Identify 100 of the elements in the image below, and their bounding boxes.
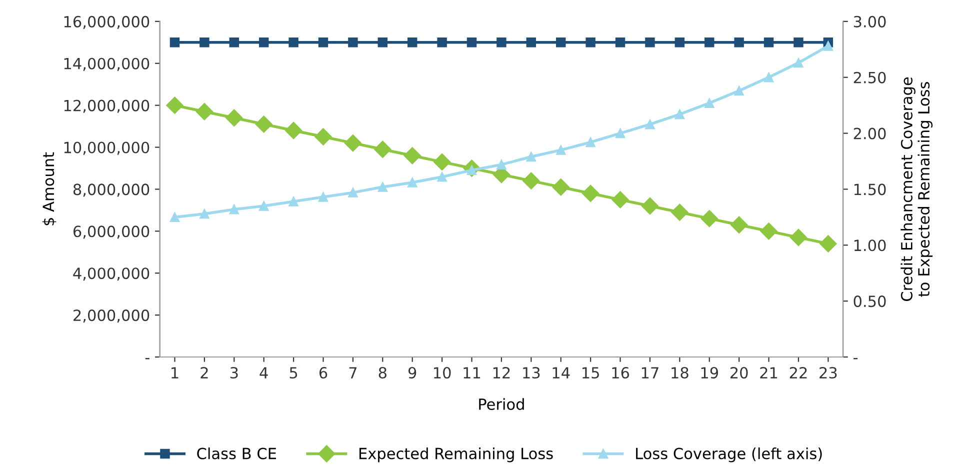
y-tick-label: 2,000,000 [74, 310, 150, 323]
x-axis-title: Period [479, 398, 524, 410]
x-tick-label: 4 [260, 367, 268, 378]
point [526, 38, 536, 48]
point [229, 204, 239, 214]
point [258, 38, 269, 48]
x-tick-label: 2 [200, 366, 208, 378]
point [612, 191, 629, 208]
point [229, 38, 239, 48]
point [734, 38, 744, 48]
x-tick-label: 21 [760, 366, 778, 378]
y-tick-label: 16,000,000 [64, 16, 150, 29]
point [226, 109, 243, 126]
point [407, 38, 418, 48]
point [790, 228, 808, 246]
point [674, 38, 685, 48]
point [764, 72, 774, 82]
y-tick-label: - [145, 358, 150, 360]
point [288, 196, 298, 206]
point [196, 103, 213, 120]
point [437, 38, 447, 48]
point [526, 152, 536, 162]
x-tick-label: 14 [552, 367, 570, 378]
point [704, 38, 714, 48]
point [407, 178, 418, 188]
y-tick-label: 8,000,000 [73, 184, 150, 197]
x-tick-label: 17 [642, 367, 658, 378]
x-tick-label: 7 [349, 367, 356, 378]
y2-tick-label: 3.00 [854, 16, 886, 28]
x-tick-label: 5 [290, 367, 298, 379]
x-tick-label: 8 [378, 366, 386, 379]
x-tick-label: 20 [730, 366, 748, 379]
x-tick-label: 1 [172, 367, 178, 378]
y2-tick-label: 0.50 [854, 296, 886, 308]
point [556, 38, 566, 48]
point [730, 216, 748, 234]
x-tick-label: 13 [523, 366, 540, 379]
x-tick-label: 22 [790, 366, 807, 378]
point [348, 38, 358, 48]
legend-label: Expected Remaining Loss [359, 447, 553, 462]
point [496, 160, 506, 170]
point [200, 208, 210, 219]
point [255, 116, 272, 133]
point [645, 119, 655, 130]
point [166, 96, 184, 114]
point [674, 109, 685, 120]
point [466, 38, 477, 48]
point [170, 212, 180, 222]
x-tick-label: 18 [672, 366, 688, 379]
point [764, 38, 774, 48]
point [556, 145, 566, 155]
y-tick-label: 4,000,000 [73, 268, 150, 281]
point [823, 41, 834, 51]
y-tick-label: 14,000,000 [64, 58, 150, 71]
point [820, 235, 837, 252]
y-tick-label: 6,000,000 [73, 226, 150, 239]
point [641, 197, 659, 215]
point [760, 222, 778, 240]
point [200, 38, 210, 48]
point [734, 86, 744, 96]
legend-label: Class B CE [197, 447, 276, 460]
x-tick-label: 10 [434, 366, 451, 379]
point [794, 38, 804, 48]
point [288, 38, 298, 48]
x-tick-label: 15 [582, 367, 599, 379]
point [794, 58, 804, 68]
point [586, 137, 596, 148]
point [615, 38, 626, 48]
point [582, 184, 600, 202]
point [378, 38, 388, 48]
x-tick-label: 12 [493, 366, 510, 378]
y2-tick-label: - [854, 358, 858, 360]
point [348, 188, 358, 198]
x-tick-label: 23 [820, 366, 837, 379]
point [170, 38, 180, 48]
x-tick-label: 3 [230, 366, 238, 379]
x-tick-label: 11 [464, 367, 480, 378]
y2-tick-label: 2.00 [854, 128, 886, 140]
x-tick-label: 9 [408, 366, 416, 379]
y-tick-label: 12,000,000 [64, 100, 150, 113]
point [700, 210, 718, 228]
legend-label: Loss Coverage (left axis) [636, 447, 822, 462]
point [404, 147, 421, 164]
x-tick-label: 19 [701, 366, 718, 379]
x-tick-label: 6 [319, 366, 328, 379]
point [434, 153, 451, 170]
point [378, 182, 388, 192]
point [615, 128, 626, 138]
y2-tick-label: 1.50 [854, 184, 886, 196]
point [344, 134, 362, 152]
x-tick-label: 16 [612, 366, 630, 379]
point [374, 140, 392, 158]
point [496, 38, 506, 48]
point [258, 201, 269, 211]
y2-tick-label: 2.50 [854, 72, 886, 84]
point [318, 38, 328, 48]
y-tick-label: 10,000,000 [64, 142, 150, 155]
point [318, 192, 328, 202]
point [522, 172, 540, 190]
point [704, 98, 714, 108]
